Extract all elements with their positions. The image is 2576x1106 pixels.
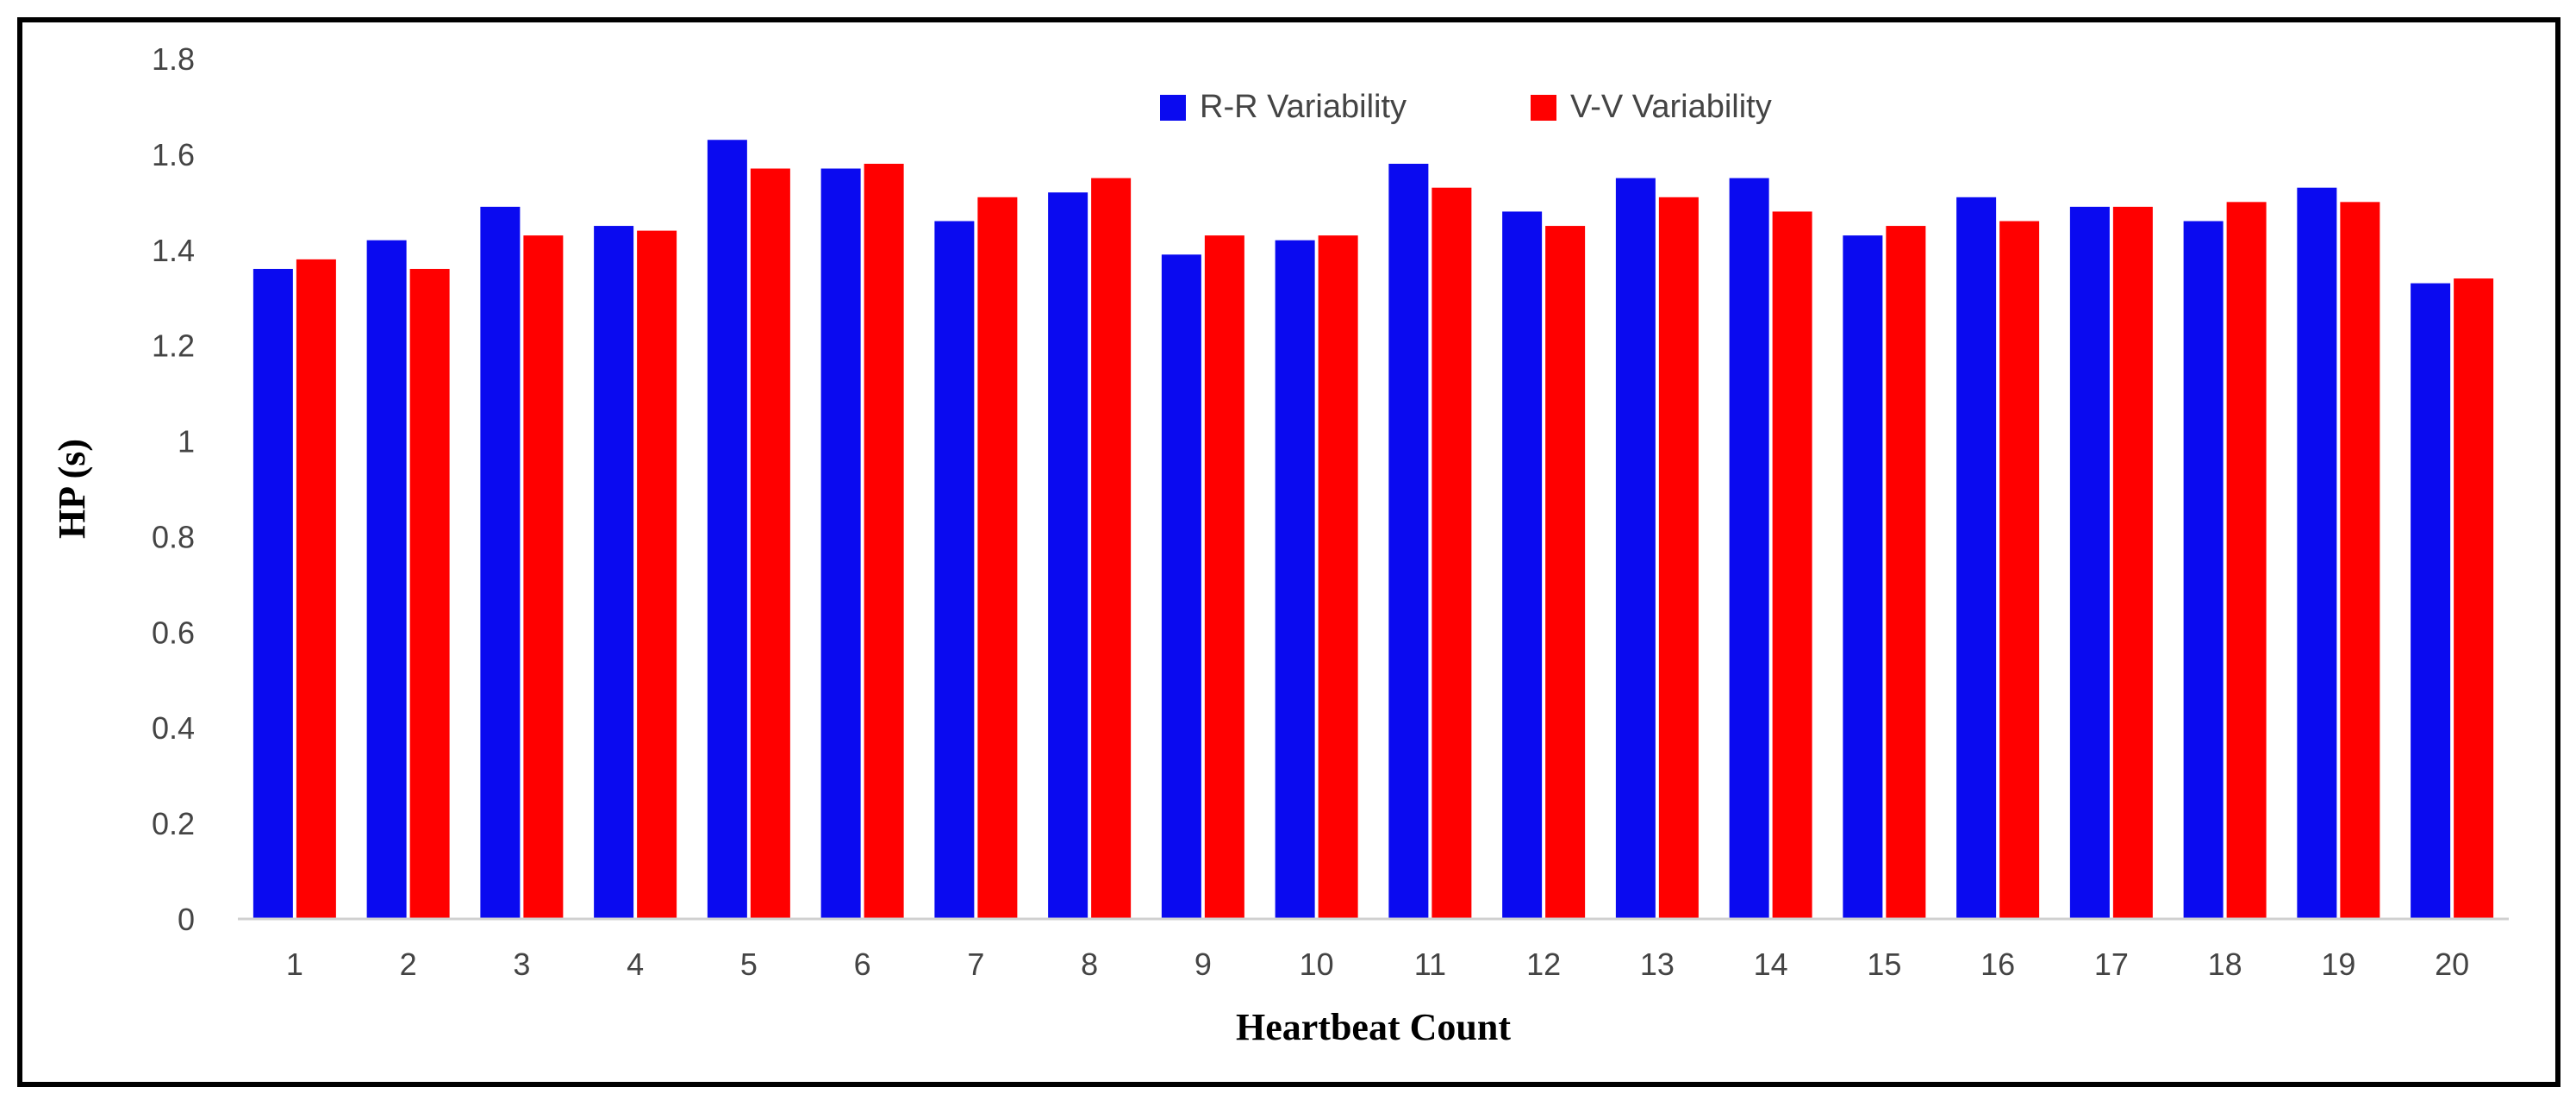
bar-vv-7 [977, 197, 1018, 920]
bar-vv-18 [2226, 202, 2267, 920]
bar-rr-18 [2183, 221, 2224, 919]
bar-rr-4 [594, 226, 634, 919]
x-tick-label: 3 [513, 947, 530, 982]
x-tick-label: 16 [1980, 947, 2015, 982]
x-tick-label: 5 [740, 947, 758, 982]
legend-label-rr: R-R Variability [1200, 89, 1407, 125]
bar-rr-19 [2297, 187, 2337, 919]
bar-rr-12 [1502, 211, 1543, 919]
bar-vv-20 [2454, 278, 2494, 919]
legend: R-R Variability V-V Variability [1160, 89, 1772, 125]
bar-rr-14 [1729, 178, 1769, 920]
bar-vv-3 [523, 235, 564, 920]
x-tick-label: 13 [1640, 947, 1675, 982]
bar-rr-11 [1388, 163, 1429, 919]
bar-chart: 00.20.40.60.811.21.41.61.8 1 2 3 4 5 6 7 8 9 10 11… [51, 41, 2509, 1048]
bar-rr-7 [934, 221, 975, 919]
bar-rr-17 [2069, 206, 2110, 919]
x-tick-label: 15 [1867, 947, 1901, 982]
bar-rr-10 [1275, 240, 1315, 919]
y-tick-label: 0.8 [152, 519, 195, 554]
bar-vv-9 [1204, 235, 1244, 920]
x-tick-label: 6 [854, 947, 871, 982]
bar-vv-19 [2340, 202, 2380, 920]
legend-swatch-vv [1531, 95, 1556, 121]
bar-vv-11 [1431, 187, 1472, 919]
bar-rr-15 [1843, 235, 1883, 920]
x-axis-title: Heartbeat Count [1236, 1006, 1511, 1048]
bar-vv-8 [1091, 178, 1132, 920]
bar-vv-10 [1318, 235, 1358, 920]
bar-vv-12 [1545, 226, 1586, 919]
x-tick-label: 1 [286, 947, 303, 982]
bar-series [253, 140, 2494, 920]
x-tick-label: 14 [1754, 947, 1788, 982]
bar-vv-14 [1772, 211, 1812, 919]
bar-rr-5 [707, 140, 747, 919]
x-tick-label: 17 [2094, 947, 2129, 982]
bar-rr-3 [480, 206, 521, 919]
y-tick-label: 0.2 [152, 806, 195, 841]
y-tick-label: 0 [178, 902, 195, 937]
bar-vv-15 [1886, 226, 1926, 919]
bar-rr-9 [1161, 254, 1201, 919]
bar-vv-4 [637, 230, 677, 920]
x-tick-label: 19 [2321, 947, 2355, 982]
y-axis-ticks: 0 0.2 0.4 0.6 0.8 1 1.2 1.4 1.6 1.8 [152, 41, 195, 937]
bar-rr-8 [1048, 192, 1088, 919]
x-tick-label: 9 [1194, 947, 1212, 982]
bar-rr-13 [1615, 178, 1656, 920]
x-tick-label: 11 [1414, 947, 1446, 982]
y-tick-label: 1.6 [152, 137, 195, 172]
x-tick-label: 4 [627, 947, 644, 982]
bar-vv-1 [296, 259, 336, 919]
bar-rr-16 [1956, 197, 1997, 920]
x-axis-ticks: 1 2 3 4 5 6 7 8 9 10 11 12 13 14 15 16 17 18 19 20 [286, 947, 2469, 982]
x-tick-label: 8 [1081, 947, 1098, 982]
y-tick-label: 1.2 [152, 328, 195, 364]
y-tick-label: 0.4 [152, 710, 195, 746]
legend-label-vv: V-V Variability [1570, 89, 1772, 125]
bar-vv-16 [1999, 221, 2040, 919]
legend-swatch-rr [1160, 95, 1186, 121]
x-tick-label: 12 [1526, 947, 1561, 982]
y-tick-label: 0.6 [152, 615, 195, 650]
bar-rr-6 [820, 168, 861, 919]
x-tick-label: 20 [2435, 947, 2469, 982]
bar-vv-17 [2112, 206, 2153, 919]
y-tick-label: 1.8 [152, 41, 195, 77]
y-tick-label: 1 [178, 424, 195, 459]
bar-vv-5 [750, 168, 790, 919]
bar-vv-2 [409, 268, 450, 919]
chart-frame: 0 0.2 0.4 0.6 0.8 1 1.2 1.4 1.6 1.8 1 2 3 4 5 6 7 8 9 10 11… [17, 17, 2560, 1087]
bar-rr-1 [253, 268, 293, 919]
x-tick-label: 7 [967, 947, 984, 982]
bar-rr-2 [366, 240, 407, 919]
bar-rr-20 [2411, 283, 2451, 920]
bar-vv-13 [1658, 197, 1699, 920]
bar-vv-6 [864, 163, 904, 919]
x-tick-label: 2 [400, 947, 417, 982]
x-tick-label: 18 [2208, 947, 2242, 982]
x-tick-label: 10 [1300, 947, 1334, 982]
y-axis-title: HP (s) [51, 439, 93, 539]
y-tick-label: 1.4 [152, 233, 195, 268]
